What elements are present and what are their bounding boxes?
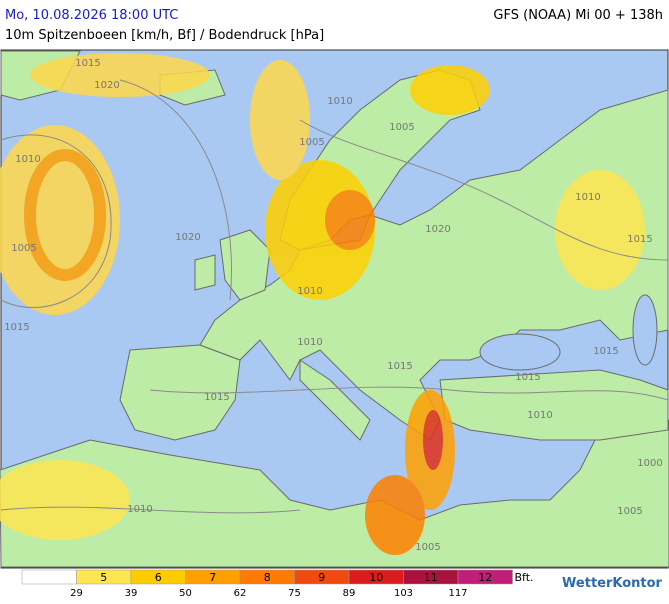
isobar-label: 1015 — [75, 58, 100, 69]
map-title: 10m Spitzenboeen [km/h, Bf] / Bodendruck… — [5, 28, 324, 43]
legend-swatch — [457, 569, 513, 585]
legend-bft: 11 — [424, 571, 438, 584]
isobar-label: 1005 — [299, 137, 324, 148]
legend-kmh: 75 — [288, 588, 301, 599]
legend-bft: 12 — [478, 571, 492, 584]
isobar-label: 1015 — [593, 346, 618, 357]
isobar-label: 1010 — [15, 154, 40, 165]
isobar-label: 1010 — [297, 337, 322, 348]
isobar-label: 1015 — [627, 234, 652, 245]
isobar-label: 1010 — [575, 192, 600, 203]
legend-kmh: 117 — [448, 588, 467, 599]
legend-bft: 9 — [318, 571, 325, 584]
legend-bft: 8 — [264, 571, 271, 584]
map — [0, 49, 669, 569]
legend-kmh: 89 — [343, 588, 356, 599]
isobar-label: 1005 — [389, 122, 414, 133]
isobar-label: 1015 — [204, 392, 229, 403]
legend-bft: 10 — [369, 571, 383, 584]
legend-bft: 6 — [155, 571, 162, 584]
isobar-label: 1015 — [4, 322, 29, 333]
legend-kmh: 62 — [234, 588, 247, 599]
legend-kmh: 50 — [179, 588, 192, 599]
isobar-label: 1020 — [175, 232, 200, 243]
legend-kmh: 103 — [394, 588, 413, 599]
isobar-label: 1005 — [415, 542, 440, 553]
isobar-label: 1020 — [425, 224, 450, 235]
legend-bft: 5 — [100, 571, 107, 584]
isobar-label: 1005 — [11, 243, 36, 254]
legend-swatch — [21, 569, 77, 585]
logo: WetterKontor — [562, 576, 663, 591]
isobar-label: 1015 — [387, 361, 412, 372]
isobar-label: 1010 — [127, 504, 152, 515]
legend-unit: Bft. — [515, 571, 534, 584]
isobar-label: 1010 — [297, 286, 322, 297]
legend-kmh: 39 — [125, 588, 138, 599]
isobar-label: 1010 — [527, 410, 552, 421]
legend-kmh: 29 — [70, 588, 83, 599]
datetime: Mo, 10.08.2026 18:00 UTC — [5, 8, 178, 23]
isobar-label: 1010 — [327, 96, 352, 107]
model-run: GFS (NOAA) Mi 00 + 138h — [493, 8, 663, 23]
isobar-label: 1000 — [637, 458, 662, 469]
legend-bft: 7 — [209, 571, 216, 584]
isobar-label: 1020 — [94, 80, 119, 91]
isobar-label: 1005 — [617, 506, 642, 517]
isobar-label: 1015 — [515, 372, 540, 383]
